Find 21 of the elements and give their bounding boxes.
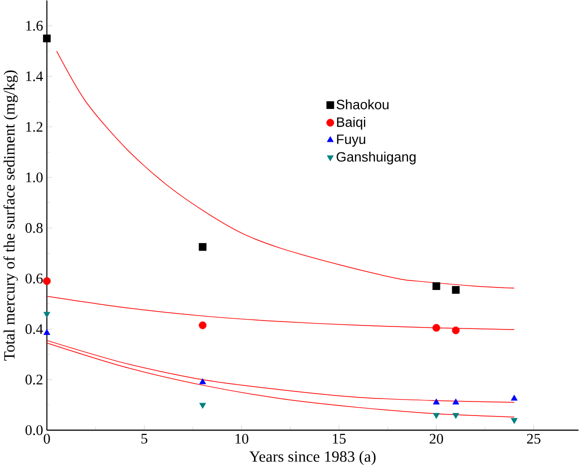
y-tick-label: 0.2 [26,374,42,384]
y-tick-label: 1.4 [26,71,43,82]
x-tick-label: 15 [332,434,346,444]
y-tick-label: 0.6 [26,273,43,284]
y-tick-label: 1.6 [26,20,43,31]
y-tick-label: 0.0 [26,425,43,435]
legend-label: Fuyu [337,134,366,147]
y-tick-label: 1.0 [26,172,43,182]
y-axis-title: Total mercury of the surface sediment (mg/kg) [3,70,18,360]
legend-label: Ganshuigang [336,152,416,164]
y-tick-label: 0.4 [26,324,43,334]
legend-label: Baiqi [337,116,366,130]
x-tick-label: 0 [44,434,50,444]
y-tick-label: 1.2 [26,122,42,132]
legend-label: Shaokou [336,99,388,110]
x-tick-label: 20 [430,434,444,444]
y-tick-label: 0.8 [26,222,43,233]
x-tick-label: 5 [141,434,148,444]
x-axis-title: Years since 1983 (a) [249,450,376,465]
x-tick-label: 10 [236,434,248,444]
x-tick-label: 25 [527,434,540,444]
